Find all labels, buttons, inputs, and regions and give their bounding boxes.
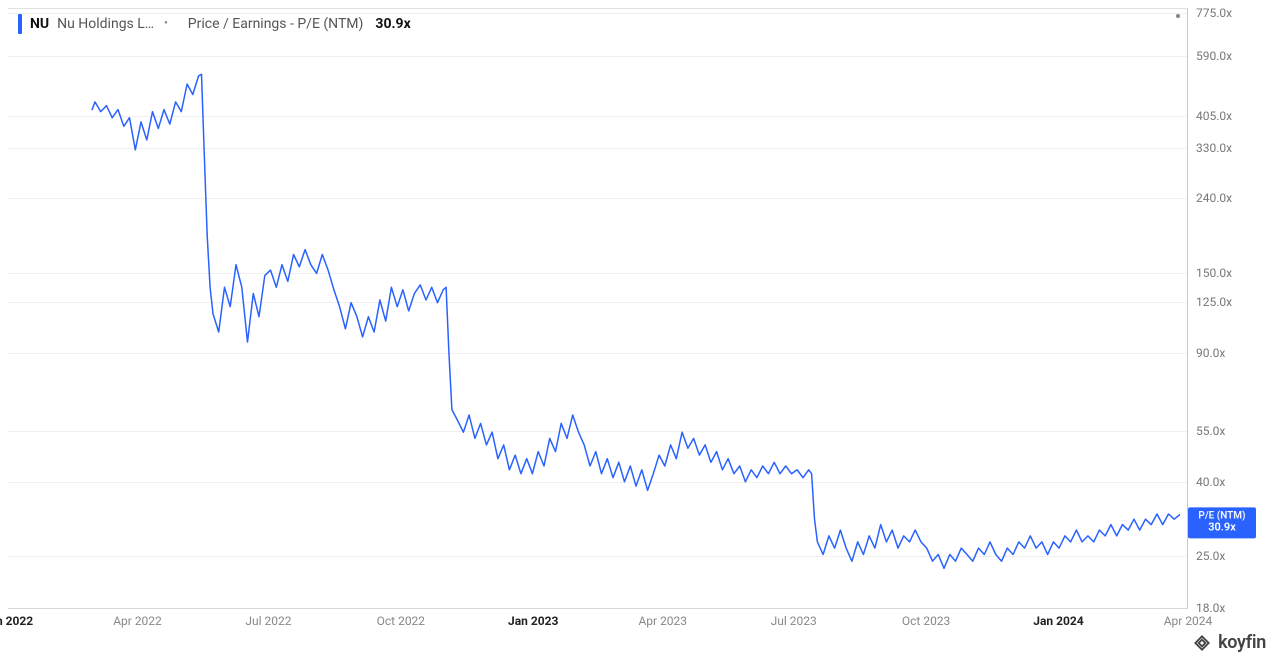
x-axis: Jan 2022Apr 2022Jul 2022Oct 2022Jan 2023… xyxy=(8,608,1188,638)
y-tick-label: 40.0x xyxy=(1196,475,1225,489)
y-tick-label: 125.0x xyxy=(1196,295,1232,309)
x-tick-label: Jan 2024 xyxy=(1033,614,1083,628)
metric-value: 30.9x xyxy=(375,16,410,32)
chart-container: NU Nu Holdings L… ● Price / Earnings - P… xyxy=(0,0,1280,661)
koyfin-logo-text: koyfin xyxy=(1218,632,1266,653)
separator-dot: ● xyxy=(164,19,168,26)
y-tick-label: 25.0x xyxy=(1196,549,1225,563)
y-axis: 18.0x25.0x40.0x55.0x90.0x125.0x150.0x240… xyxy=(1188,8,1280,608)
price-line-chart[interactable] xyxy=(0,0,1180,600)
y-tick-label: 590.0x xyxy=(1196,49,1232,63)
y-tick-label: 240.0x xyxy=(1196,191,1232,205)
x-tick-label: Apr 2023 xyxy=(638,614,687,628)
company-name: Nu Holdings L… xyxy=(57,16,154,32)
current-value-badge: P/E (NTM)30.9x xyxy=(1188,507,1256,538)
y-tick-label: 18.0x xyxy=(1196,601,1225,615)
x-tick-label: Jan 2022 xyxy=(0,614,33,628)
y-tick-label: 775.0x xyxy=(1196,6,1232,20)
koyfin-logo-icon xyxy=(1192,633,1212,653)
ticker-symbol: NU xyxy=(30,16,49,32)
x-tick-label: Oct 2022 xyxy=(377,614,425,628)
y-tick-label: 405.0x xyxy=(1196,109,1232,123)
metric-label: Price / Earnings - P/E (NTM) xyxy=(188,16,364,32)
chart-header: NU Nu Holdings L… ● Price / Earnings - P… xyxy=(18,14,411,34)
y-tick-label: 330.0x xyxy=(1196,141,1232,155)
x-tick-label: Jul 2023 xyxy=(771,614,817,628)
x-tick-label: Apr 2022 xyxy=(113,614,162,628)
pe-series-line xyxy=(92,74,1180,568)
x-tick-label: Apr 2024 xyxy=(1164,614,1213,628)
x-tick-label: Jan 2023 xyxy=(508,614,558,628)
x-tick-label: Jul 2022 xyxy=(245,614,291,628)
y-tick-label: 90.0x xyxy=(1196,346,1225,360)
x-tick-label: Oct 2023 xyxy=(902,614,950,628)
y-tick-label: 55.0x xyxy=(1196,424,1225,438)
y-tick-label: 150.0x xyxy=(1196,266,1232,280)
ticker-accent-bar xyxy=(18,14,22,34)
koyfin-logo: koyfin xyxy=(1192,632,1266,653)
